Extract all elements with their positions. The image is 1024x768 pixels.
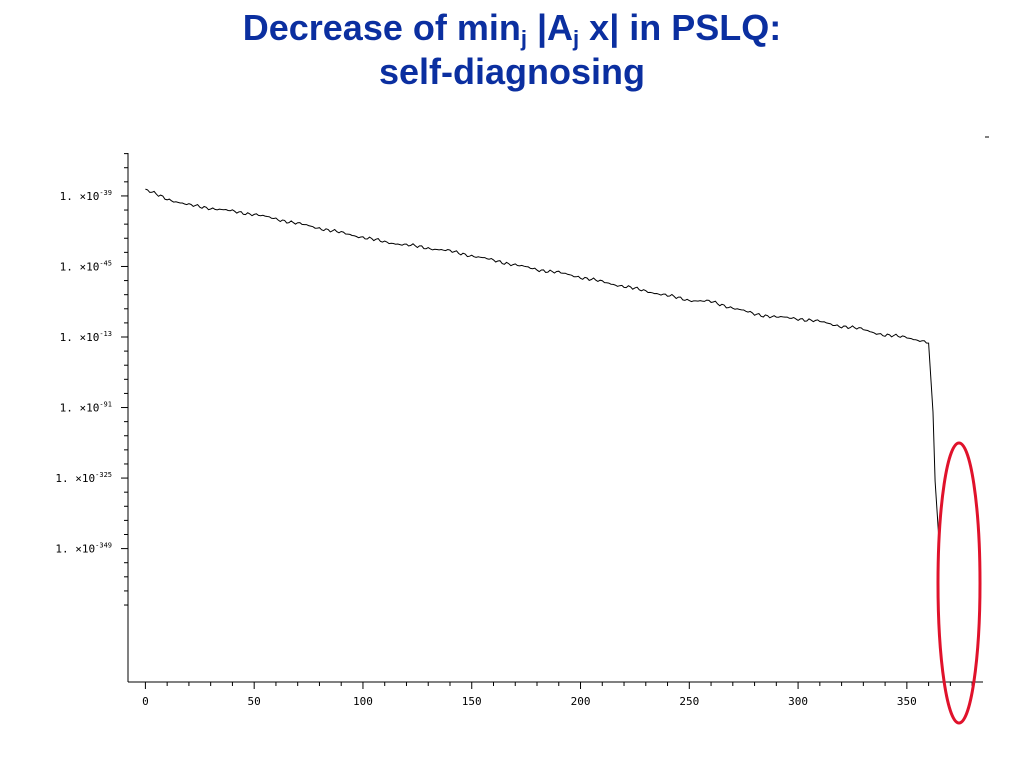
title-subscript-j-2: j <box>573 26 580 51</box>
y-tick-exponent: -13 <box>99 330 112 338</box>
slide-title: Decrease of minj |Aj x| in PSLQ: self-di… <box>0 6 1024 94</box>
y-tick-mantissa: 1. ×10 <box>60 331 100 344</box>
x-tick-label: 0 <box>142 695 149 708</box>
highlight-ellipse <box>936 441 982 725</box>
ticks <box>121 153 973 689</box>
x-tick-label: 350 <box>897 695 917 708</box>
series-line <box>145 188 940 549</box>
y-tick-exponent: -45 <box>99 259 112 267</box>
x-tick-label: 300 <box>788 695 808 708</box>
x-tick-label: 100 <box>353 695 373 708</box>
y-tick-mantissa: 1. ×10 <box>55 472 95 485</box>
y-tick-exponent: -91 <box>99 401 112 409</box>
x-tick-label: 250 <box>679 695 699 708</box>
y-tick-mantissa: 1. ×10 <box>60 190 100 203</box>
axes <box>127 136 989 683</box>
y-tick-label: 1. ×10-349 <box>55 542 112 556</box>
x-tick-label: 200 <box>571 695 591 708</box>
title-text-b: |A <box>526 7 574 48</box>
y-tick-label: 1. ×10-39 <box>60 189 112 203</box>
y-tick-mantissa: 1. ×10 <box>55 543 95 556</box>
series-layer <box>145 188 940 549</box>
y-tick-mantissa: 1. ×10 <box>60 260 100 273</box>
annotation-layer <box>936 441 982 725</box>
x-tick-label: 50 <box>248 695 261 708</box>
title-text-a: Decrease of min <box>242 7 521 48</box>
title-subscript-j-1: j <box>520 26 527 51</box>
title-line-2: self-diagnosing <box>378 51 645 92</box>
y-tick-exponent: -349 <box>95 542 112 550</box>
title-text-c: x| in PSLQ: <box>579 7 782 48</box>
y-tick-exponent: -325 <box>95 471 112 479</box>
y-tick-label: 1. ×10-45 <box>60 259 112 273</box>
y-tick-label: 1. ×10-13 <box>60 330 112 344</box>
x-tick-label: 150 <box>462 695 482 708</box>
title-line-1: Decrease of minj |Aj x| in PSLQ: <box>0 6 1024 50</box>
y-tick-label: 1. ×10-91 <box>60 401 112 415</box>
y-tick-label: 1. ×10-325 <box>55 471 112 485</box>
y-tick-exponent: -39 <box>99 189 112 197</box>
y-tick-mantissa: 1. ×10 <box>60 402 100 415</box>
